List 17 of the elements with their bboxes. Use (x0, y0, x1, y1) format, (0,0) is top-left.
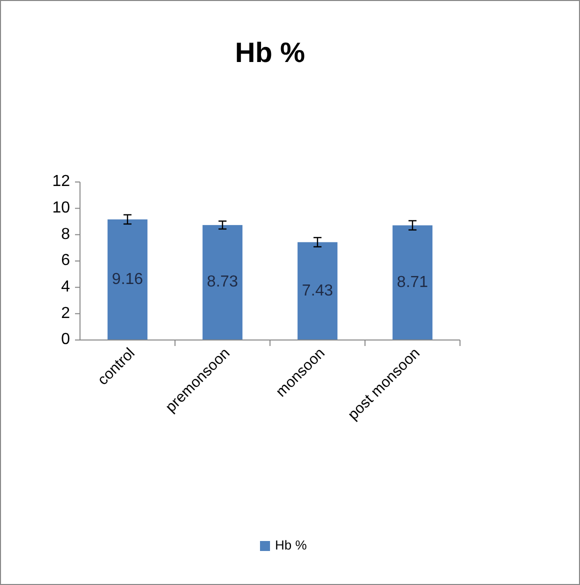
bar (108, 219, 148, 340)
y-tick-label: 0 (61, 331, 70, 348)
y-tick-label: 4 (61, 278, 70, 296)
bar (298, 242, 338, 340)
data-label: 9.16 (112, 270, 144, 288)
y-tick-label: 10 (52, 200, 70, 217)
chart-title: Hb % (235, 37, 306, 68)
y-tick-label: 12 (52, 173, 70, 190)
y-tick-label: 8 (61, 226, 70, 243)
y-tick-label: 2 (61, 304, 70, 322)
y-tick-label: 6 (61, 252, 70, 270)
bar (392, 225, 432, 340)
legend-label: Hb % (275, 537, 308, 552)
data-label: 8.71 (396, 274, 428, 291)
bar (202, 225, 242, 340)
data-label: 8.73 (206, 274, 238, 291)
data-label: 7.43 (302, 282, 334, 300)
